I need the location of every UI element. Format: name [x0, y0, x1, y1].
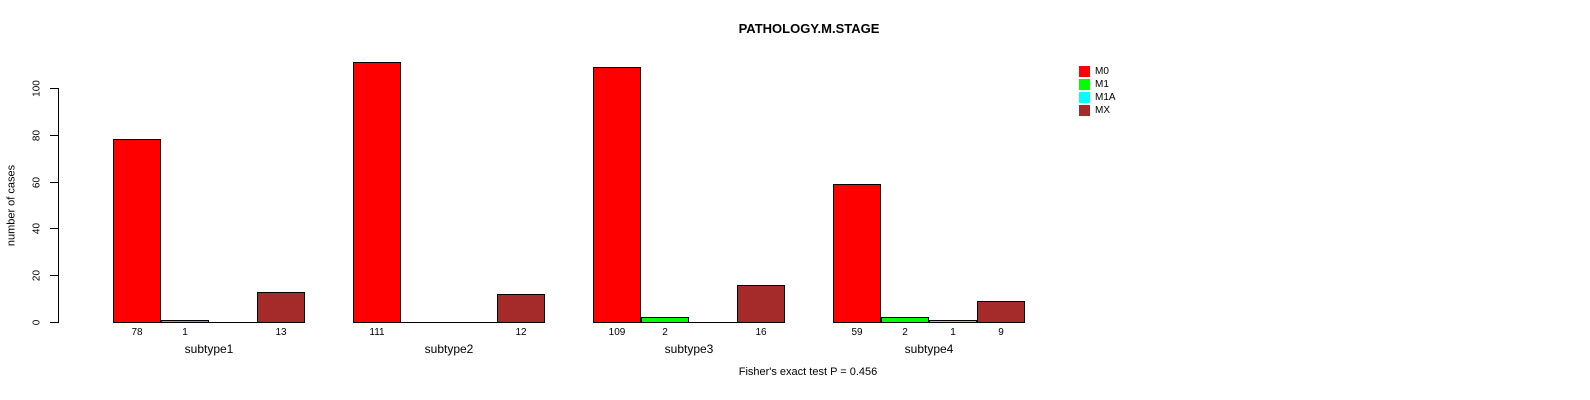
y-axis-tick-label: 20 — [31, 269, 43, 282]
legend-label: M0 — [1095, 66, 1109, 78]
y-axis-tick-label: 100 — [31, 80, 43, 97]
y-axis-tick — [50, 135, 58, 136]
legend-item-mx: MX — [1079, 102, 1116, 117]
x-category-label-subtype3: subtype3 — [664, 342, 714, 356]
bar-m0-subtype1 — [113, 139, 161, 323]
legend: M0 M1 M1A MX — [1079, 63, 1116, 117]
bar-m0-subtype4 — [833, 184, 881, 323]
y-axis-tick — [50, 322, 58, 323]
zero-bar-m1a-subtype3 — [689, 322, 737, 323]
legend-item-m1a: M1A — [1079, 89, 1116, 104]
bar-mx-subtype4 — [977, 301, 1025, 323]
bar-value-label: 16 — [755, 327, 767, 338]
bar-value-label: 9 — [998, 327, 1004, 338]
fisher-test-annotation: Fisher's exact test P = 0.456 — [738, 366, 878, 378]
bar-m1-subtype1 — [161, 320, 209, 323]
x-category-label-subtype2: subtype2 — [424, 342, 474, 356]
bar-m1-subtype3 — [641, 317, 689, 323]
bar-value-label: 59 — [851, 327, 863, 338]
y-axis-line — [58, 88, 59, 323]
y-axis-tick — [50, 88, 58, 89]
legend-swatch-icon — [1079, 104, 1090, 116]
bar-value-label: 78 — [131, 327, 143, 338]
bar-m0-subtype3 — [593, 67, 641, 323]
x-category-label-subtype4: subtype4 — [904, 342, 954, 356]
zero-bar-m1-subtype2 — [401, 322, 449, 323]
legend-label: M1 — [1095, 79, 1109, 91]
bar-value-label: 111 — [369, 327, 385, 338]
bar-value-label: 1 — [950, 327, 956, 338]
bar-value-label: 1 — [182, 327, 188, 338]
x-category-label-subtype1: subtype1 — [184, 342, 234, 356]
legend-swatch-icon — [1079, 78, 1090, 90]
y-axis-tick-label: 80 — [31, 129, 43, 142]
y-axis-tick — [50, 228, 58, 229]
y-axis-tick — [50, 275, 58, 276]
bar-mx-subtype2 — [497, 294, 545, 323]
y-axis-label: number of cases — [5, 164, 18, 247]
legend-item-m1: M1 — [1079, 76, 1116, 91]
y-axis-tick-label: 0 — [31, 319, 43, 326]
bar-mx-subtype1 — [257, 292, 305, 323]
legend-swatch-icon — [1079, 65, 1090, 77]
bar-value-label: 2 — [662, 327, 668, 338]
bar-m1-subtype4 — [881, 317, 929, 323]
y-axis-tick-label: 60 — [31, 176, 43, 189]
zero-bar-m1a-subtype2 — [449, 322, 497, 323]
legend-swatch-icon — [1079, 91, 1090, 103]
zero-bar-m1a-subtype1 — [209, 322, 257, 323]
y-axis-tick-label: 40 — [31, 222, 43, 235]
bar-m1a-subtype4 — [929, 320, 977, 323]
bar-mx-subtype3 — [737, 285, 785, 323]
bar-value-label: 12 — [515, 327, 527, 338]
legend-item-m0: M0 — [1079, 63, 1116, 78]
chart-title: PATHOLOGY.M.STAGE — [738, 21, 880, 36]
legend-label: MX — [1095, 105, 1110, 117]
bar-m0-subtype2 — [353, 62, 401, 323]
bar-value-label: 109 — [608, 327, 626, 338]
legend-label: M1A — [1095, 92, 1116, 104]
y-axis-tick — [50, 182, 58, 183]
bar-value-label: 2 — [902, 327, 908, 338]
bar-value-label: 13 — [275, 327, 287, 338]
